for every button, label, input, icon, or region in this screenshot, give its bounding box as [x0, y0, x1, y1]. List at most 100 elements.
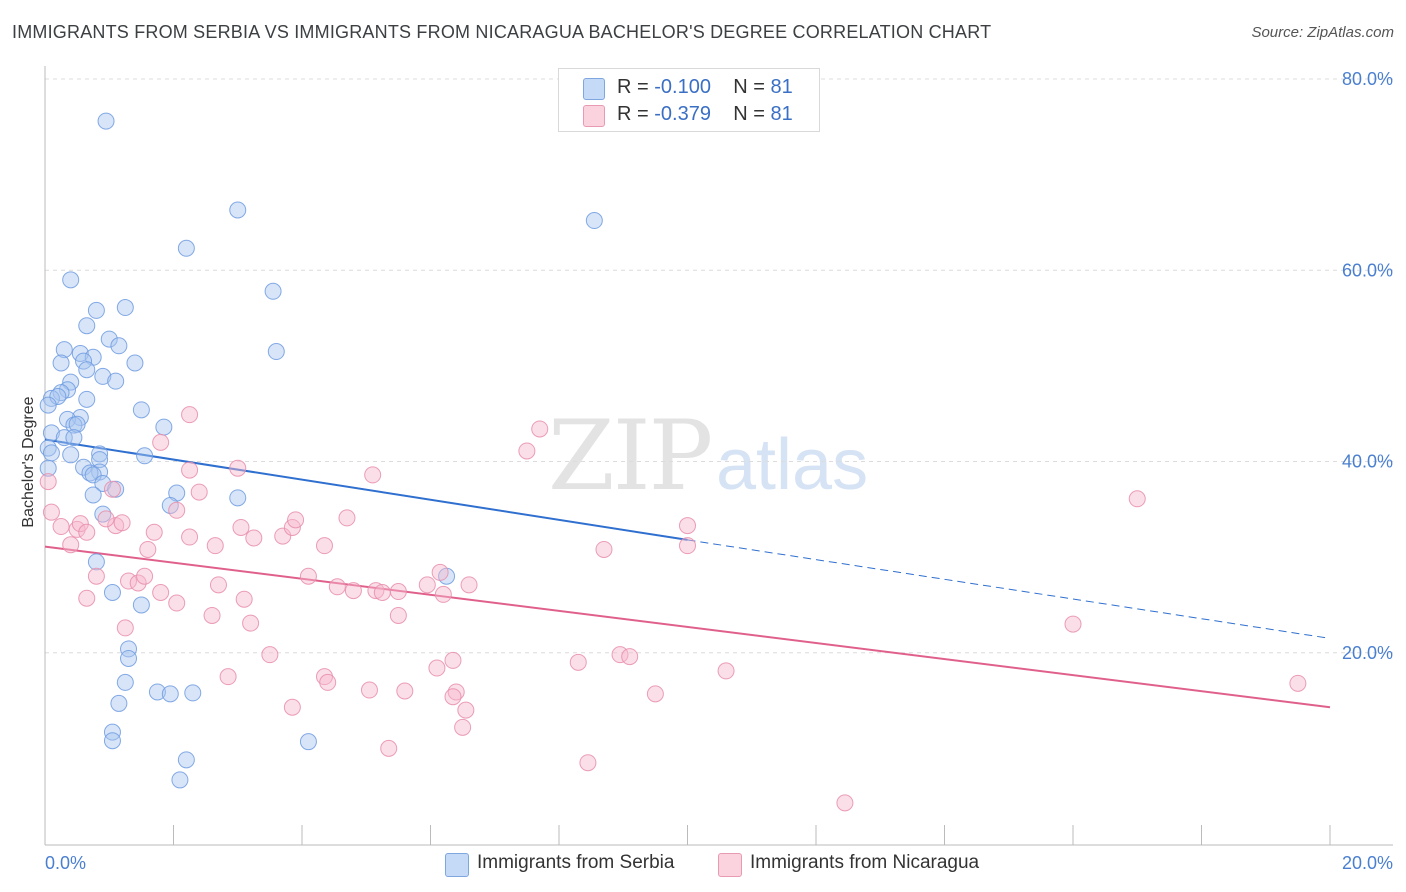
- serbia-point: [229, 489, 247, 507]
- serbia-point: [87, 301, 105, 319]
- nicaragua-point: [389, 583, 407, 601]
- serbia-point: [55, 341, 73, 359]
- nicaragua-point: [418, 576, 436, 594]
- nicaragua-point: [168, 594, 186, 612]
- serbia-point: [58, 410, 76, 428]
- serbia-point: [78, 390, 96, 408]
- nicaragua-point: [181, 461, 199, 479]
- serbia-point: [229, 201, 247, 219]
- nicaragua-point: [380, 739, 398, 757]
- legend-n-value: 81: [770, 103, 793, 125]
- nicaragua-point: [87, 567, 105, 585]
- serbia-point: [110, 337, 128, 355]
- serbia-point: [52, 354, 70, 372]
- serbia-point: [91, 445, 109, 463]
- serbia-point: [68, 415, 86, 433]
- tick-labels: 20.0% 40.0% 60.0% 80.0% 0.0% 20.0%: [45, 69, 1393, 873]
- serbia-point: [49, 387, 67, 405]
- nicaragua-point: [328, 578, 346, 596]
- nicaragua-point: [338, 509, 356, 527]
- nicaragua-point: [209, 576, 227, 594]
- serbia-point: [39, 396, 57, 414]
- nicaragua-point: [518, 442, 536, 460]
- nicaragua-point: [42, 503, 60, 521]
- nicaragua-point: [129, 574, 147, 592]
- nicaragua-legend-swatch: [718, 853, 742, 877]
- source-label: Source: ZipAtlas.com: [1251, 24, 1394, 41]
- nicaragua-point: [287, 511, 305, 529]
- nicaragua-point: [428, 659, 446, 677]
- nicaragua-point: [646, 685, 664, 703]
- nicaragua-point: [229, 459, 247, 477]
- serbia-point: [585, 212, 603, 230]
- nicaragua-point: [717, 662, 735, 680]
- serbia-point: [75, 352, 93, 370]
- nicaragua-point: [315, 668, 333, 686]
- serbia-point: [84, 466, 102, 484]
- serbia-point: [103, 584, 121, 602]
- y-tick-label: 20.0%: [1342, 643, 1393, 663]
- nicaragua-point: [68, 520, 86, 538]
- serbia-point: [126, 354, 144, 372]
- serbia-legend-swatch: [445, 853, 469, 877]
- nicaragua-point: [344, 582, 362, 600]
- x-tick-label: 0.0%: [45, 853, 86, 873]
- nicaragua-point: [78, 589, 96, 607]
- nicaragua-trend-line: [44, 545, 1331, 709]
- nicaragua-point: [373, 584, 391, 602]
- nicaragua-point: [679, 537, 696, 555]
- serbia-point: [155, 418, 173, 436]
- nicaragua-point: [52, 518, 70, 536]
- serbia-point: [78, 361, 96, 379]
- nicaragua-point: [139, 540, 157, 558]
- nicaragua-point: [621, 648, 639, 666]
- nicaragua-point: [62, 536, 80, 554]
- nicaragua-point: [190, 483, 208, 501]
- serbia-point: [94, 367, 112, 385]
- serbia-point: [107, 372, 125, 390]
- y-tick-label: 60.0%: [1342, 260, 1393, 280]
- serbia-point: [110, 694, 128, 712]
- serbia-point: [65, 429, 83, 447]
- serbia-point: [136, 447, 154, 465]
- legend-text-nicaragua: R = -0.379 N = 81: [617, 103, 793, 126]
- legend-r-value: -0.379: [654, 103, 711, 125]
- serbia-point: [177, 751, 195, 769]
- nicaragua-point: [219, 668, 237, 686]
- chart-title: IMMIGRANTS FROM SERBIA VS IMMIGRANTS FRO…: [12, 22, 992, 42]
- y-tick-label: 40.0%: [1342, 452, 1393, 472]
- nicaragua-point: [274, 527, 292, 545]
- nicaragua-point: [569, 653, 587, 671]
- serbia-point: [97, 112, 115, 130]
- serbia-point: [171, 771, 189, 789]
- nicaragua-points: [39, 406, 1307, 812]
- legend-text-serbia: R = -0.100 N = 81: [617, 76, 793, 99]
- serbia-point: [132, 596, 150, 614]
- nicaragua-point: [116, 619, 134, 637]
- serbia-point: [161, 685, 179, 703]
- legend-r-label: R =: [617, 103, 649, 125]
- nicaragua-point: [431, 563, 449, 581]
- nicaragua-point: [836, 794, 854, 812]
- legend-r-label: R =: [617, 76, 649, 98]
- nicaragua-point: [367, 582, 385, 600]
- nicaragua-point: [595, 540, 613, 558]
- y-axis-label: Bachelor's Degree: [20, 396, 37, 527]
- nicaragua-point: [136, 567, 154, 585]
- nicaragua-point: [168, 501, 186, 519]
- serbia-trend-dashed: [687, 539, 1331, 639]
- nicaragua-point: [113, 514, 131, 532]
- nicaragua-point: [531, 420, 549, 438]
- serbia-point: [100, 330, 118, 348]
- nicaragua-point: [299, 567, 317, 585]
- nicaragua-point: [454, 718, 472, 736]
- serbia-point: [177, 239, 195, 257]
- nicaragua-point: [1064, 615, 1082, 633]
- serbia-point: [78, 317, 96, 335]
- serbia-point: [39, 459, 57, 477]
- nicaragua-point: [447, 683, 465, 701]
- nicaragua-point: [97, 510, 115, 528]
- serbia-point: [184, 684, 202, 702]
- nicaragua-point: [1128, 490, 1146, 508]
